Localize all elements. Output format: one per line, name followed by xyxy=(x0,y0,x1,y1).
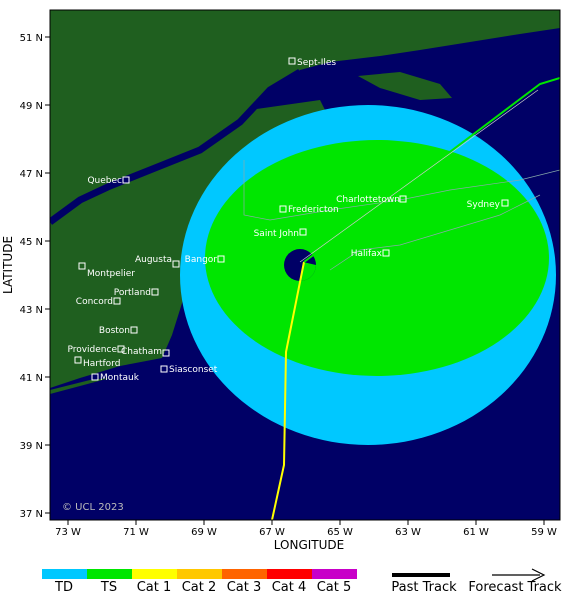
y-tick-label: 43 N xyxy=(20,305,43,316)
y-tick-label: 51 N xyxy=(20,33,43,44)
city-marker xyxy=(288,57,296,65)
city-marker xyxy=(113,297,121,305)
track-guide xyxy=(299,89,539,263)
river xyxy=(50,68,302,225)
city-marker xyxy=(399,195,407,203)
y-tick-label: 37 N xyxy=(20,509,43,520)
city-marker xyxy=(91,373,99,381)
x-tick-label: 73 W xyxy=(55,527,81,538)
city-label: Bangor xyxy=(185,255,218,265)
city-label: Sept-Iles xyxy=(297,58,336,68)
city-label: Chatham xyxy=(121,347,162,357)
y-axis-label: LATITUDE xyxy=(1,236,15,294)
city-label: Augusta xyxy=(135,255,172,265)
borders xyxy=(243,160,560,271)
city-label: Boston xyxy=(99,326,130,336)
legend-swatch xyxy=(87,569,132,579)
hurricane-wind-swath xyxy=(205,140,549,376)
city-label: Charlottetown xyxy=(336,195,400,205)
legend-label: Cat 3 xyxy=(227,580,262,595)
city-label: Sydney xyxy=(467,200,501,210)
city-label: Fredericton xyxy=(288,205,339,215)
x-tick-label: 61 W xyxy=(463,527,489,538)
city-marker xyxy=(501,199,509,207)
city-marker xyxy=(130,326,138,334)
city-marker xyxy=(217,255,225,263)
y-tick-label: 41 N xyxy=(20,373,43,384)
legend-label: Forecast Track xyxy=(468,580,562,595)
island xyxy=(50,378,110,394)
x-tick-label: 69 W xyxy=(191,527,217,538)
legend-label: Cat 4 xyxy=(272,580,307,595)
y-tick-label: 39 N xyxy=(20,441,43,452)
city-marker xyxy=(151,288,159,296)
city-label: Portland xyxy=(114,288,151,298)
arrow-head xyxy=(531,568,546,582)
city-label: Saint John xyxy=(254,229,299,239)
city-marker xyxy=(382,249,390,257)
legend-swatch xyxy=(132,569,177,579)
x-tick-label: 63 W xyxy=(395,527,421,538)
legend-label: Cat 2 xyxy=(182,580,217,595)
x-tick-label: 71 W xyxy=(123,527,149,538)
city-marker xyxy=(172,260,180,268)
city-label: Concord xyxy=(76,297,113,307)
city-marker xyxy=(279,205,287,213)
city-label: Providence xyxy=(67,345,117,355)
city-marker xyxy=(162,349,170,357)
city-label: Montauk xyxy=(100,373,140,383)
legend-swatch xyxy=(267,569,312,579)
legend-label: Cat 5 xyxy=(317,580,352,595)
legend: TD TS Cat 1 Cat 2 Cat 3 Cat 4 Cat 5 xyxy=(42,569,357,595)
legend-swatch xyxy=(177,569,222,579)
legend-label: Past Track xyxy=(391,580,457,595)
axes: 73 W 71 W 69 W 67 W 65 W 63 W 61 W 59 W 51 N 49 N… xyxy=(20,33,557,538)
legend-label: Cat 1 xyxy=(137,580,172,595)
y-tick-label: 49 N xyxy=(20,101,43,112)
copyright: © UCL 2023 xyxy=(62,502,124,513)
city-label: Quebec xyxy=(87,176,122,186)
city-label: Halifax xyxy=(351,249,383,259)
x-tick-label: 59 W xyxy=(531,527,557,538)
island xyxy=(358,72,452,100)
legend-label: TS xyxy=(100,580,117,595)
city-marker xyxy=(160,365,168,373)
frame xyxy=(49,9,561,521)
legend-swatch xyxy=(312,569,357,579)
legend-label: TD xyxy=(54,580,73,595)
past-track xyxy=(271,261,305,520)
y-tick-label: 47 N xyxy=(20,169,43,180)
city-marker xyxy=(74,356,82,364)
city-label: Siasconset xyxy=(169,365,218,375)
city-label: Montpelier xyxy=(87,269,135,279)
city-marker xyxy=(299,228,307,236)
x-tick-label: 65 W xyxy=(327,527,353,538)
city-marker xyxy=(117,345,125,353)
x-tick-label: 67 W xyxy=(259,527,285,538)
legend-swatch xyxy=(222,569,267,579)
y-tick-label: 45 N xyxy=(20,237,43,248)
city-marker xyxy=(122,176,130,184)
x-axis-label: LONGITUDE xyxy=(274,538,344,552)
city-marker xyxy=(78,262,86,270)
city-label: Hartford xyxy=(83,359,120,369)
legend-swatch xyxy=(42,569,87,579)
